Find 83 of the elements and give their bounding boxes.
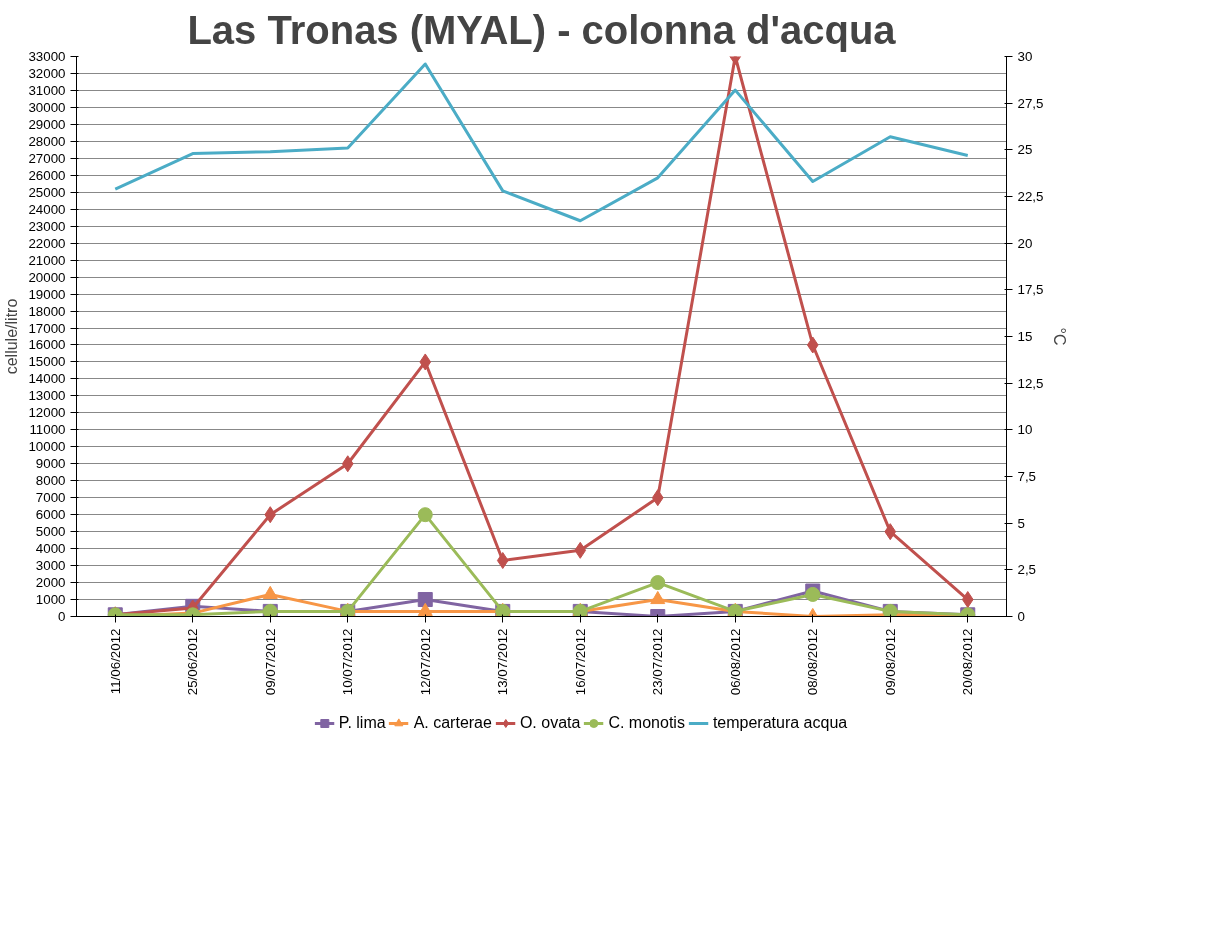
y-tick-label: 25000 — [28, 184, 66, 200]
y2-tick-label: 15 — [1017, 329, 1033, 344]
y-tick-label: 15000 — [28, 354, 66, 370]
y-tick-label: 22000 — [28, 235, 66, 251]
legend-label: P. lima — [338, 714, 386, 732]
y-tick-label: 14000 — [28, 371, 66, 387]
point — [262, 585, 278, 599]
point — [806, 336, 819, 354]
y-tick-label: 11000 — [29, 422, 66, 438]
y-tick-label: 18000 — [28, 303, 66, 319]
y-tick-label: 7000 — [35, 490, 66, 506]
y2-tick-label: 2,5 — [1017, 562, 1037, 578]
x-tick-label: 20/08/2012 — [960, 628, 976, 696]
legend-label: A. carterae — [413, 714, 492, 732]
y-tick-label: 13000 — [28, 388, 66, 404]
y-tick-label: 5000 — [35, 524, 66, 540]
point — [417, 507, 433, 523]
point — [419, 353, 432, 371]
point — [341, 455, 354, 473]
y-tick-label: 30000 — [28, 99, 66, 115]
y2-tick-label: 25 — [1017, 142, 1033, 158]
x-tick-label: 13/07/2012 — [495, 628, 511, 696]
x-tick-label: 10/07/2012 — [340, 628, 356, 696]
y-tick-label: 21000 — [28, 252, 66, 268]
y-tick-label: 32000 — [28, 65, 66, 81]
y-tick-label: 12000 — [28, 405, 66, 421]
y2-tick-label: 20 — [1017, 235, 1033, 251]
y2-axis-title: °C — [1051, 327, 1069, 346]
y-tick-label: 28000 — [28, 133, 66, 149]
y-tick-label: 8000 — [35, 473, 66, 489]
y-tick-label: 29000 — [28, 116, 66, 132]
y2-tick-label: 22,5 — [1017, 189, 1044, 204]
x-tick-label: 09/07/2012 — [262, 628, 278, 696]
x-tick-label: 06/08/2012 — [727, 628, 743, 696]
y-tick-label: 2000 — [35, 575, 66, 591]
y2-tick-label: 5 — [1017, 515, 1025, 531]
x-tick-label: 23/07/2012 — [650, 628, 666, 696]
legend-label: C. monotis — [608, 714, 685, 732]
y-tick-label: 1000 — [35, 592, 66, 608]
y2-tick-label: 10 — [1017, 422, 1033, 438]
x-tick-label: 16/07/2012 — [572, 628, 588, 696]
point — [417, 592, 433, 608]
point — [417, 602, 433, 616]
point — [884, 523, 897, 541]
y-tick-label: 23000 — [28, 218, 66, 234]
y-tick-label: 31000 — [28, 82, 66, 98]
point — [264, 506, 277, 524]
x-tick-label: 25/06/2012 — [185, 628, 201, 696]
y2-tick-label: 30 — [1017, 49, 1033, 64]
y-tick-label: 33000 — [28, 49, 66, 64]
y-tick-label: 6000 — [35, 507, 66, 523]
y-tick-label: 26000 — [28, 167, 66, 183]
y-tick-label: 27000 — [28, 150, 66, 166]
point — [651, 489, 664, 507]
y2-tick-label: 0 — [1017, 609, 1025, 624]
x-tick-label: 09/08/2012 — [882, 628, 898, 696]
y2-tick-label: 12,5 — [1017, 375, 1044, 391]
y-tick-label: 16000 — [28, 337, 66, 353]
y-tick-label: 10000 — [28, 439, 66, 455]
y2-tick-label: 7,5 — [1017, 469, 1037, 484]
x-tick-label: 11/06/2012 — [107, 628, 123, 695]
point — [574, 541, 587, 559]
point — [496, 552, 509, 569]
line-series — [113, 62, 970, 223]
legend-label: O. ovata — [519, 714, 581, 732]
chart-title: Las Tronas (MYAL) - colonna d'acqua — [187, 7, 897, 52]
point — [961, 591, 974, 609]
y-tick-label: 19000 — [28, 286, 66, 302]
y2-tick-label: 27,5 — [1017, 95, 1044, 111]
x-tick-label: 12/07/2012 — [417, 628, 433, 696]
y-tick-label: 0 — [58, 609, 66, 624]
y-tick-label: 17000 — [28, 320, 66, 336]
y-tick-label: 20000 — [28, 269, 66, 285]
y-tick-label: 9000 — [35, 456, 66, 472]
y-tick-label: 3000 — [35, 558, 66, 574]
legend-label: temperatura acqua — [712, 714, 848, 732]
point — [650, 575, 666, 591]
y-axis-title: cellule/litro — [3, 298, 21, 375]
y-tick-label: 4000 — [35, 541, 66, 557]
point — [650, 590, 666, 605]
y2-tick-label: 17,5 — [1017, 282, 1044, 298]
y-tick-label: 24000 — [28, 201, 66, 217]
x-tick-label: 08/08/2012 — [805, 628, 821, 696]
